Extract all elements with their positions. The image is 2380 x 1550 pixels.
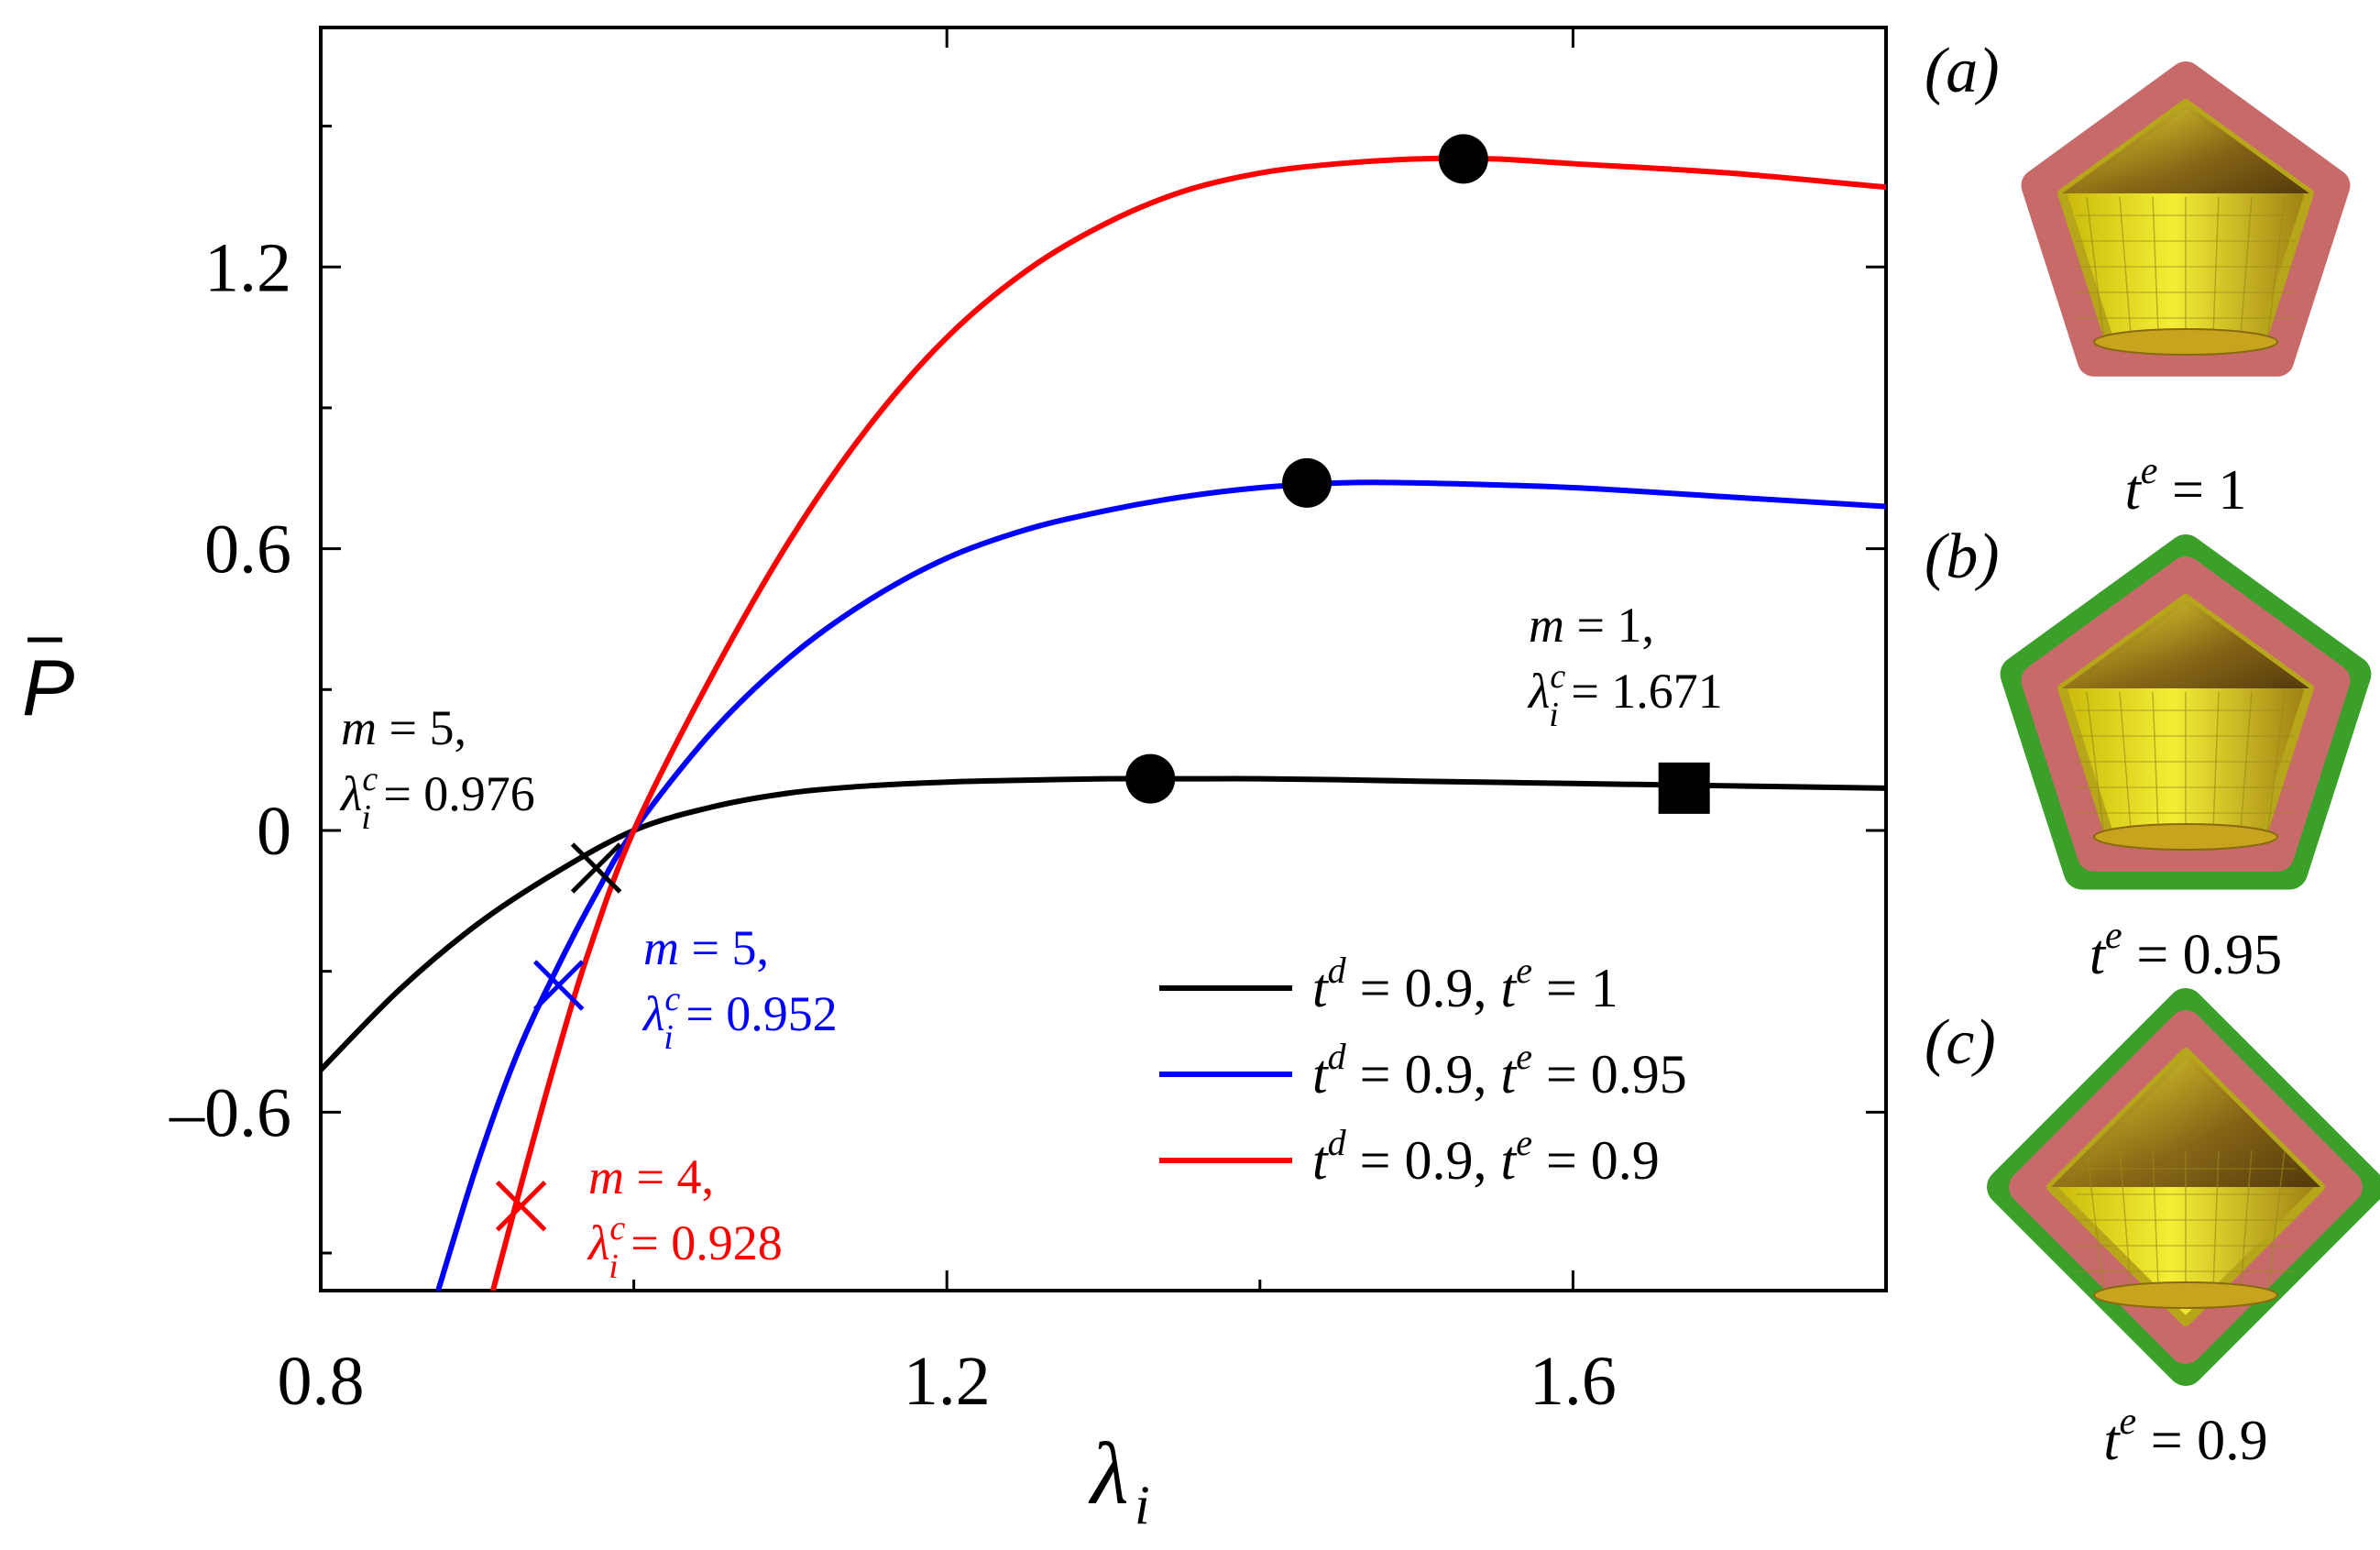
critical-point-cross bbox=[532, 960, 585, 1011]
x-tick-label: 0.8 bbox=[278, 1343, 365, 1420]
max-point-marker bbox=[1438, 134, 1488, 184]
mesh-line bbox=[2267, 691, 2286, 830]
y-tick-label: 0.6 bbox=[204, 511, 291, 588]
max-point-marker bbox=[1282, 457, 1333, 508]
inset-panel: (c) te = 0.9 bbox=[1925, 988, 2380, 1472]
y-tick-label: 0 bbox=[257, 793, 291, 870]
critical-point-cross bbox=[495, 1181, 547, 1232]
inset-caption: te = 0.9 bbox=[2103, 1401, 2267, 1472]
critical-point-cross bbox=[570, 842, 622, 894]
max-point-marker bbox=[1125, 753, 1176, 804]
annotation-lambda: λc i = 0.928 bbox=[587, 1209, 783, 1286]
mesh-line bbox=[2119, 196, 2132, 335]
mesh-line bbox=[2086, 196, 2104, 335]
legend-entry: td = 0.9, te = 0.9 bbox=[1312, 1122, 1660, 1191]
series-markers bbox=[495, 134, 1710, 1232]
annotation-lambda: λc i = 0.952 bbox=[642, 980, 838, 1057]
x-axis-subscript: i bbox=[1135, 1475, 1150, 1535]
annotation-lambda: λc i = 1.671 bbox=[1527, 657, 1723, 734]
mesh-line bbox=[2119, 691, 2132, 830]
mesh-line bbox=[2240, 691, 2253, 830]
axis-ticks bbox=[319, 27, 1888, 1291]
inset-panel: (a) te = 1 bbox=[1925, 36, 2351, 522]
mesh-line bbox=[2086, 691, 2104, 830]
mesh-line bbox=[2212, 691, 2220, 830]
legend-entry: td = 0.9, te = 0.95 bbox=[1312, 1036, 1687, 1105]
x-axis-symbol: λ bbox=[1088, 1424, 1129, 1523]
inset-caption: te = 1 bbox=[2125, 450, 2247, 522]
inner-top-face bbox=[2051, 1052, 2320, 1187]
inset-caption: te = 0.95 bbox=[2089, 915, 2282, 986]
annotation-lambda: λc i = 0.976 bbox=[339, 760, 535, 837]
mesh-line bbox=[2152, 1149, 2159, 1289]
y-tick-label: 1.2 bbox=[204, 229, 291, 306]
mesh-line bbox=[2086, 1149, 2104, 1289]
mesh-line bbox=[2152, 691, 2159, 830]
inner-bottom-rim bbox=[2093, 328, 2278, 356]
panel-label: (a) bbox=[1925, 36, 2000, 106]
inner-bottom-rim bbox=[2093, 1281, 2278, 1309]
annotation-mode: m = 5, bbox=[643, 920, 769, 975]
inner-bottom-rim bbox=[2093, 823, 2278, 851]
inner-top-face bbox=[2062, 599, 2309, 688]
annotation-mode: m = 1, bbox=[1529, 598, 1654, 653]
mesh-line bbox=[2212, 196, 2220, 335]
panel-label: (b) bbox=[1925, 522, 2000, 592]
mesh-line bbox=[2267, 1149, 2286, 1289]
inner-top-face bbox=[2062, 104, 2309, 193]
mesh-line bbox=[2240, 1149, 2253, 1289]
inset-panel: (b) te = 0.95 bbox=[1925, 522, 2372, 986]
plot-frame bbox=[319, 26, 1888, 1292]
y-axis-symbol: P bbox=[22, 644, 74, 732]
mesh-line bbox=[2212, 1149, 2220, 1289]
x-axis-label: λ i bbox=[1088, 1424, 1150, 1535]
shell-insets: (a) te = 1 (b) te = 0.95 (c) te = 0.9 bbox=[1925, 36, 2380, 1472]
series-line-2 bbox=[489, 155, 1886, 1291]
x-tick-label: 1.2 bbox=[904, 1343, 991, 1420]
mesh-line bbox=[2267, 196, 2286, 335]
x-tick-label: 1.6 bbox=[1530, 1343, 1617, 1420]
y-tick-label: –0.6 bbox=[169, 1074, 291, 1151]
series-lines bbox=[321, 155, 1886, 1291]
mesh-line bbox=[2152, 196, 2159, 335]
square-marker bbox=[1658, 762, 1710, 814]
y-axis-label: P bbox=[22, 637, 74, 732]
legend-entry: td = 0.9, te = 1 bbox=[1312, 950, 1618, 1018]
legend: td = 0.9, te = 1 td = 0.9, te = 0.95 td = … bbox=[1159, 950, 1687, 1191]
panel-label: (c) bbox=[1925, 1007, 1996, 1078]
mesh-line bbox=[2240, 196, 2253, 335]
tick-labels: 0.8 1.2 1.6 –0.6 0 0.6 1.2 bbox=[169, 229, 1617, 1420]
annotation-mode: m = 4, bbox=[588, 1149, 714, 1204]
annotation-mode: m = 5, bbox=[341, 700, 466, 755]
series-line-1 bbox=[435, 479, 1886, 1291]
series-line-0 bbox=[321, 775, 1886, 1072]
mesh-line bbox=[2119, 1149, 2132, 1289]
